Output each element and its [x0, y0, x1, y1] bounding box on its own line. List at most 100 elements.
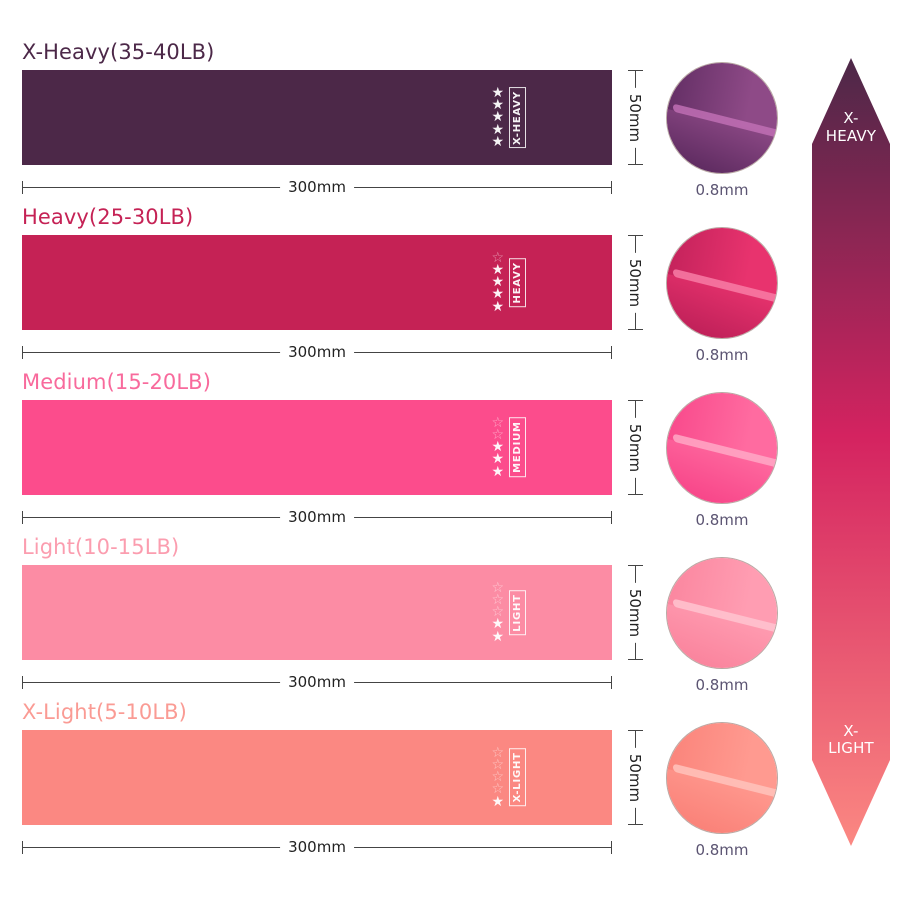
star-filled-icon: ★ [491, 463, 504, 480]
star-hollow-icon: ☆ [491, 744, 504, 761]
band-edge-photo [666, 557, 778, 669]
star-hollow-icon: ☆ [491, 579, 504, 596]
band-logo-box: X-LIGHT [509, 748, 526, 807]
dimension-cap-right [611, 346, 612, 359]
band-edge-photo [666, 62, 778, 174]
dimension-cap-top [628, 730, 643, 731]
star-filled-icon: ★ [491, 451, 504, 468]
band-title: X-Heavy(35-40LB) [22, 40, 215, 64]
band-logo-box: X-HEAVY [509, 86, 526, 149]
star-rating: ☆ ★ ★ ★ ★ [491, 249, 504, 315]
band-logo-box: HEAVY [509, 257, 526, 308]
band-logo-text: MEDIUM [512, 421, 523, 474]
thickness-label: 0.8mm [695, 841, 749, 859]
star-filled-icon: ★ [491, 109, 504, 126]
star-filled-icon: ★ [491, 286, 504, 303]
band-edge-photo [666, 227, 778, 339]
star-filled-icon: ★ [491, 84, 504, 101]
dimension-cap-right [611, 511, 612, 524]
star-filled-icon: ★ [491, 628, 504, 645]
arrow-bottom-label-line1: X- [843, 721, 859, 740]
dimension-cap-right [611, 676, 612, 689]
band-logo-text: X-HEAVY [512, 90, 523, 145]
height-dimension: 50mm [622, 235, 648, 330]
star-filled-icon: ★ [491, 97, 504, 114]
dimension-cap-left [22, 181, 23, 194]
star-rating: ☆ ☆ ★ ★ ★ [491, 414, 504, 480]
band-logo: ☆ ☆ ★ ★ ★ MEDIUM [491, 414, 526, 480]
height-dimension-label: 50mm [626, 582, 644, 643]
star-hollow-icon: ☆ [491, 414, 504, 431]
star-hollow-icon: ☆ [491, 592, 504, 609]
band-title: Light(10-15LB) [22, 535, 180, 559]
arrow-top-label-line2: HEAVY [825, 126, 877, 145]
band-logo: ★ ★ ★ ★ ★ X-HEAVY [491, 84, 526, 150]
height-dimension: 50mm [622, 565, 648, 660]
band-logo-box: LIGHT [509, 589, 526, 636]
dimension-cap-top [628, 70, 643, 71]
band-logo-box: MEDIUM [509, 417, 526, 478]
band-strip: ☆ ★ ★ ★ ★ HEAVY [22, 235, 612, 330]
thickness-label: 0.8mm [695, 511, 749, 529]
band-logo-text: HEAVY [512, 261, 523, 304]
dimension-cap-bottom [628, 164, 643, 165]
thickness-detail: 0.8mm [666, 557, 786, 694]
star-filled-icon: ★ [491, 133, 504, 150]
width-dimension: 300mm [22, 176, 612, 198]
height-dimension: 50mm [622, 70, 648, 165]
star-rating: ☆ ☆ ☆ ★ ★ [491, 579, 504, 645]
band-strip: ☆ ☆ ☆ ☆ ★ X-LIGHT [22, 730, 612, 825]
height-dimension: 50mm [622, 400, 648, 495]
thickness-detail: 0.8mm [666, 722, 786, 859]
dimension-cap-top [628, 400, 643, 401]
star-filled-icon: ★ [491, 439, 504, 456]
band-logo-text: LIGHT [512, 593, 523, 632]
thickness-label: 0.8mm [695, 676, 749, 694]
star-filled-icon: ★ [491, 616, 504, 633]
thickness-detail: 0.8mm [666, 227, 786, 364]
band-strip: ☆ ☆ ★ ★ ★ MEDIUM [22, 400, 612, 495]
width-dimension: 300mm [22, 341, 612, 363]
band-logo: ☆ ☆ ☆ ★ ★ LIGHT [491, 579, 526, 645]
dimension-cap-left [22, 841, 23, 854]
band-edge-photo [666, 722, 778, 834]
thickness-label: 0.8mm [695, 181, 749, 199]
thickness-label: 0.8mm [695, 346, 749, 364]
band-strip: ☆ ☆ ☆ ★ ★ LIGHT [22, 565, 612, 660]
height-dimension: 50mm [622, 730, 648, 825]
width-dimension: 300mm [22, 506, 612, 528]
height-dimension-label: 50mm [626, 87, 644, 148]
dimension-cap-bottom [628, 824, 643, 825]
height-dimension-label: 50mm [626, 252, 644, 313]
star-hollow-icon: ☆ [491, 781, 504, 798]
star-filled-icon: ★ [491, 121, 504, 138]
star-hollow-icon: ☆ [491, 249, 504, 266]
star-hollow-icon: ☆ [491, 604, 504, 621]
band-title: X-Light(5-10LB) [22, 700, 187, 724]
thickness-detail: 0.8mm [666, 392, 786, 529]
resistance-gradient-arrow: X- HEAVY X- LIGHT [812, 58, 890, 846]
star-hollow-icon: ☆ [491, 757, 504, 774]
width-dimension-label: 300mm [280, 506, 354, 528]
width-dimension-label: 300mm [280, 341, 354, 363]
dimension-cap-bottom [628, 329, 643, 330]
dimension-cap-left [22, 676, 23, 689]
dimension-cap-top [628, 235, 643, 236]
band-logo-text: X-LIGHT [512, 752, 523, 803]
dimension-cap-right [611, 841, 612, 854]
dimension-cap-right [611, 181, 612, 194]
arrow-bottom-label: X- LIGHT [812, 721, 890, 758]
band-edge-photo [666, 392, 778, 504]
width-dimension: 300mm [22, 671, 612, 693]
width-dimension-label: 300mm [280, 836, 354, 858]
width-dimension-label: 300mm [280, 176, 354, 198]
band-logo: ☆ ★ ★ ★ ★ HEAVY [491, 249, 526, 315]
dimension-cap-bottom [628, 659, 643, 660]
band-title: Heavy(25-30LB) [22, 205, 194, 229]
star-hollow-icon: ☆ [491, 427, 504, 444]
height-dimension-label: 50mm [626, 747, 644, 808]
star-hollow-icon: ☆ [491, 769, 504, 786]
dimension-cap-bottom [628, 494, 643, 495]
width-dimension: 300mm [22, 836, 612, 858]
